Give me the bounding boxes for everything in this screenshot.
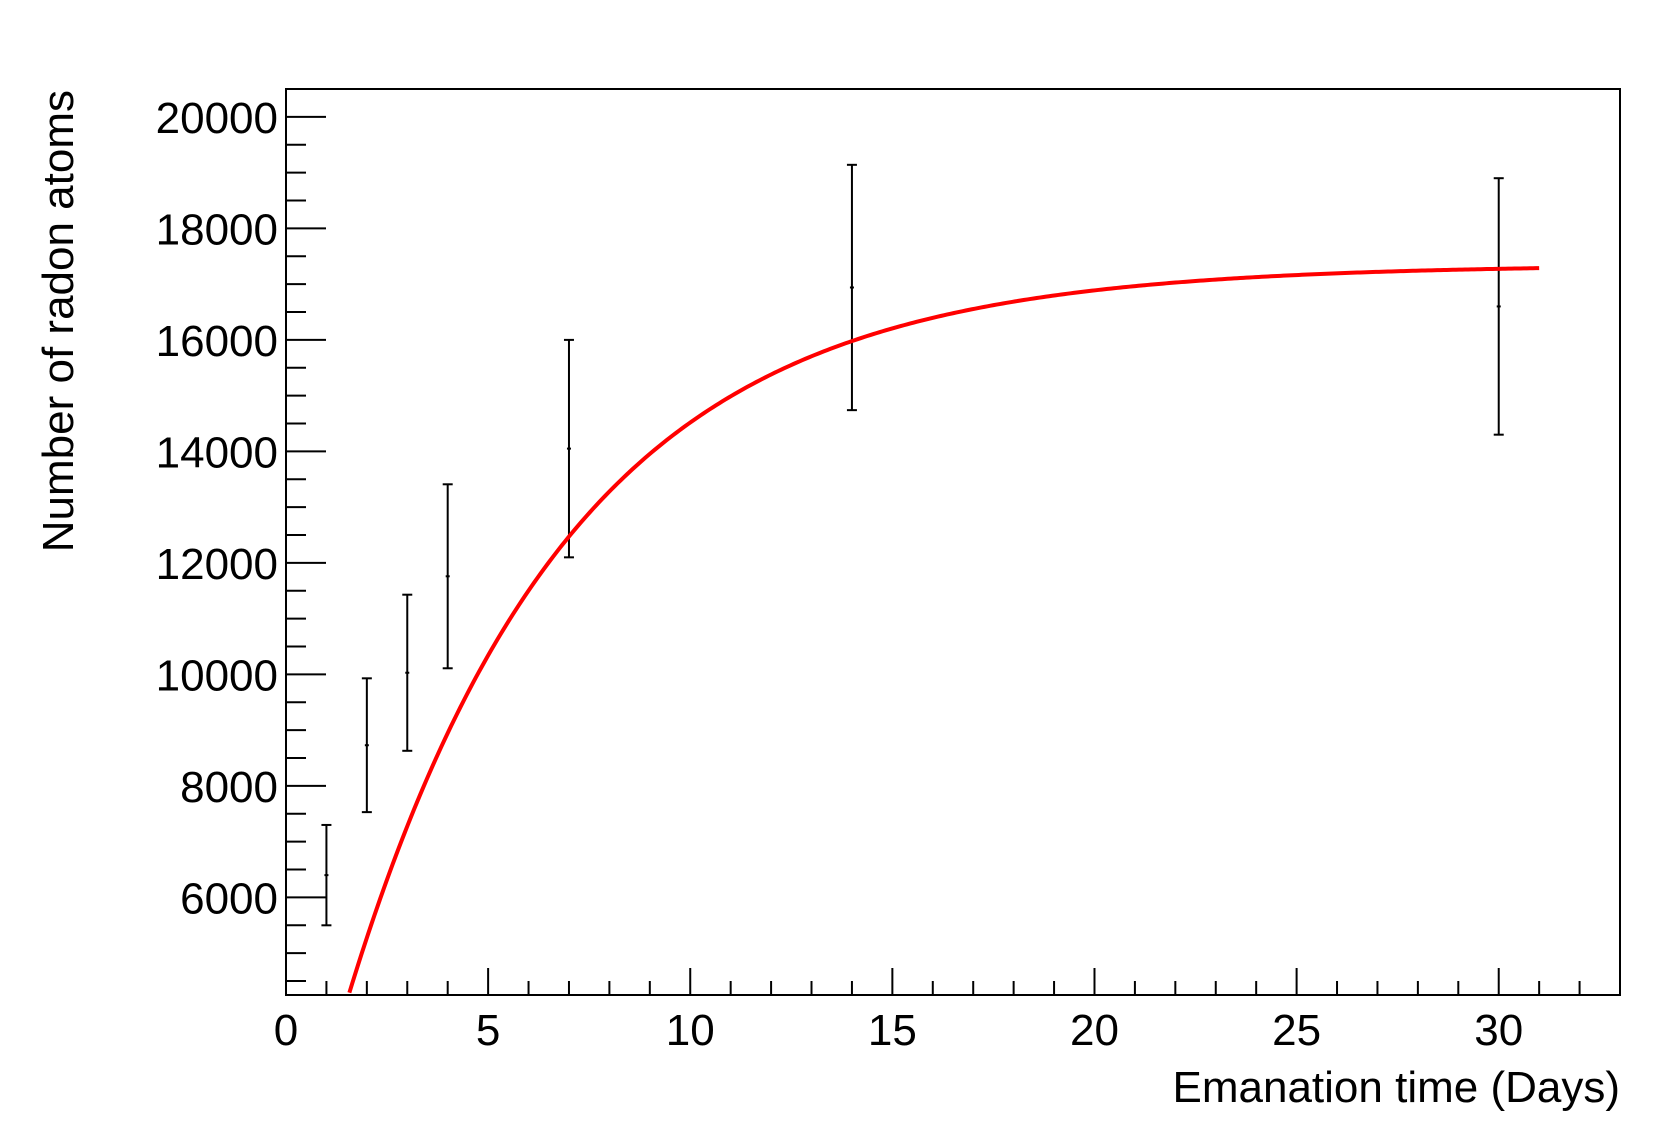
y-tick-label: 8000 [180, 763, 278, 812]
x-tick-label: 5 [476, 1006, 500, 1055]
data-point [402, 593, 413, 752]
x-tick-label: 15 [868, 1006, 917, 1055]
y-tick-label: 14000 [156, 428, 278, 477]
error-bars [321, 163, 1504, 927]
x-tick-label: 25 [1272, 1006, 1321, 1055]
data-point [321, 823, 332, 927]
x-tick-label: 10 [666, 1006, 715, 1055]
data-point [1493, 177, 1504, 436]
x-tick-label: 0 [274, 1006, 298, 1055]
y-tick-label: 18000 [156, 205, 278, 254]
x-axis-title: Emanation time (Days) [1173, 1063, 1620, 1112]
y-tick-label: 6000 [180, 874, 278, 923]
data-point [846, 163, 857, 412]
y-tick-label: 12000 [156, 540, 278, 589]
x-tick-label: 30 [1474, 1006, 1523, 1055]
y-tick-label: 10000 [156, 651, 278, 700]
axis-ticks [285, 88, 1621, 995]
plot-frame [285, 88, 1621, 996]
fit-curve [347, 266, 1540, 994]
axis-tick-labels: 0 5 10 15 20 25 30 6000 8000 10000 12000 14000 16000… [156, 94, 1524, 1055]
data-point [442, 483, 453, 670]
y-tick-label: 16000 [156, 317, 278, 366]
data-point [563, 338, 574, 559]
data-point [361, 677, 372, 814]
y-axis-title: Number of radon atoms [34, 90, 83, 552]
x-tick-label: 20 [1070, 1006, 1119, 1055]
y-tick-label: 20000 [156, 94, 278, 143]
